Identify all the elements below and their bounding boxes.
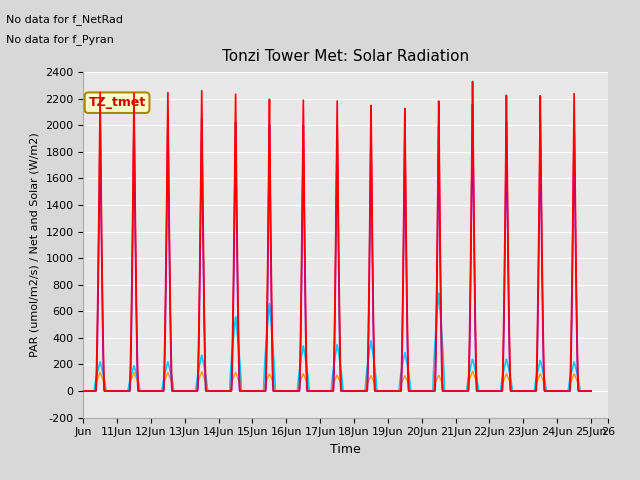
Y-axis label: PAR (umol/m2/s) / Net and Solar (W/m2): PAR (umol/m2/s) / Net and Solar (W/m2) bbox=[29, 132, 40, 357]
Text: No data for f_Pyran: No data for f_Pyran bbox=[6, 34, 115, 45]
Title: Tonzi Tower Met: Solar Radiation: Tonzi Tower Met: Solar Radiation bbox=[222, 49, 469, 64]
X-axis label: Time: Time bbox=[330, 443, 361, 456]
Text: No data for f_NetRad: No data for f_NetRad bbox=[6, 14, 124, 25]
Text: TZ_tmet: TZ_tmet bbox=[88, 96, 146, 109]
